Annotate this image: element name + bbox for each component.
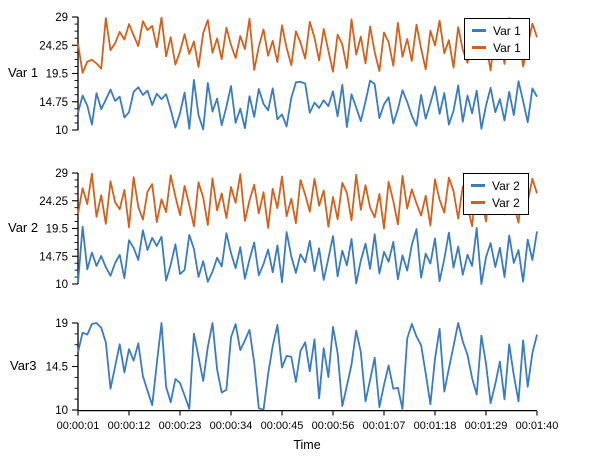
y-axis-label-var1: Var 1 (8, 65, 39, 80)
line-series-var-1 (77, 16, 538, 74)
legend-subplot1[interactable]: Var 1 Var 1 (464, 18, 530, 60)
legend-line-swatch-orange (471, 201, 485, 204)
line-series-var-1 (77, 79, 538, 131)
line-series-var3 (77, 322, 538, 411)
legend-label: Var 1 (493, 40, 521, 55)
legend-item[interactable]: Var 1 (472, 41, 522, 55)
y-tick-label: 19 (55, 318, 68, 330)
y-tick-label: 29 (55, 168, 68, 180)
y-axis-label-var2: Var 2 (8, 220, 39, 235)
y-tick-label: 19.5 (46, 224, 68, 236)
legend-item[interactable]: Var 1 (472, 24, 522, 38)
y-tick-label: 10 (55, 405, 68, 417)
line-series-var-2 (77, 172, 538, 230)
legend-subplot2[interactable]: Var 2 Var 2 (463, 173, 529, 215)
legend-line-swatch-blue (472, 29, 486, 32)
legend-item[interactable]: Var 2 (471, 179, 521, 193)
y-tick-label: 24.25 (39, 196, 68, 208)
x-tick-label: 00:01:40 (516, 420, 559, 432)
x-tick-label: 00:00:01 (57, 420, 100, 432)
y-tick-label: 14.75 (39, 97, 68, 109)
y-tick-label: 14.75 (39, 251, 68, 263)
legend-label: Var 2 (492, 195, 520, 210)
x-tick-label: 00:01:07 (363, 420, 406, 432)
x-tick-label: 00:00:12 (108, 420, 151, 432)
legend-label: Var 2 (492, 178, 520, 193)
y-tick-label: 10 (55, 279, 68, 291)
x-tick-label: 00:01:29 (465, 420, 508, 432)
y-tick-label: 19.5 (46, 69, 68, 81)
legend-label: Var 1 (493, 23, 521, 38)
line-series-var-2 (77, 225, 538, 285)
x-axis-label: Time (293, 438, 321, 452)
y-tick-label: 10 (55, 125, 68, 137)
legend-line-swatch-orange (472, 46, 486, 49)
legend-line-swatch-blue (471, 184, 485, 187)
x-tick-label: 00:00:23 (159, 420, 202, 432)
x-tick-label: 00:00:34 (210, 420, 253, 432)
x-tick-label: 00:01:18 (414, 420, 457, 432)
x-tick-label: 00:00:45 (261, 420, 304, 432)
legend-item[interactable]: Var 2 (471, 196, 521, 210)
x-tick-label: 00:00:56 (312, 420, 355, 432)
y-tick-label: 24.25 (39, 40, 68, 52)
y-tick-label: 29 (55, 12, 68, 24)
y-tick-label: 14.5 (46, 362, 68, 374)
y-axis-label-var3: Var3 (10, 358, 37, 373)
